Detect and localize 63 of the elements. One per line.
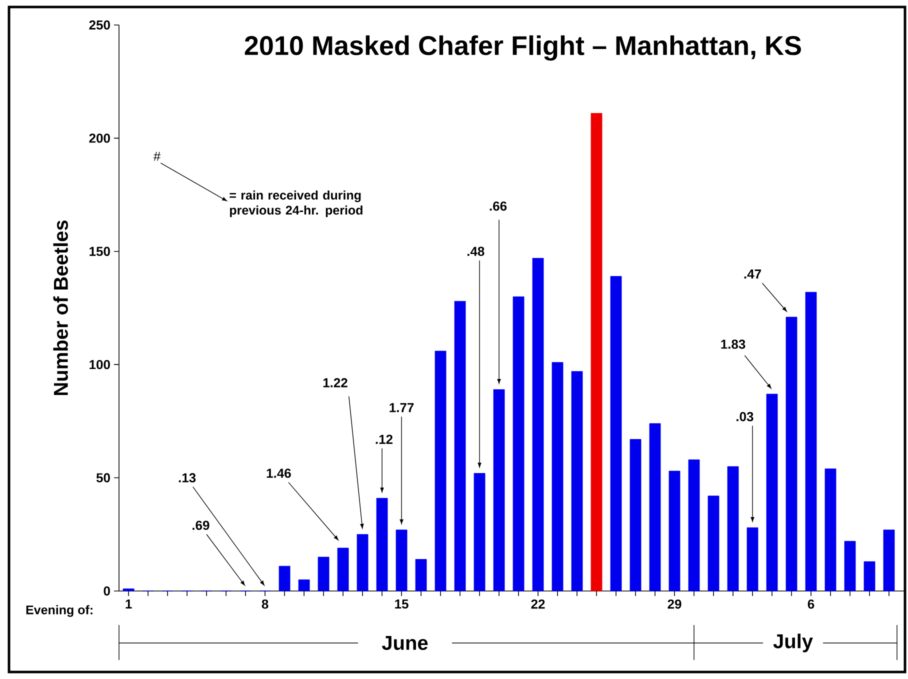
bar (630, 439, 642, 592)
annotation: 1.22 (323, 378, 348, 388)
x-tick-label: 6 (808, 600, 814, 609)
bar (493, 389, 505, 592)
bar (805, 292, 817, 592)
bar (590, 113, 602, 592)
y-tick-label: 150 (90, 246, 110, 256)
bar (708, 496, 720, 592)
y-axis-title: Number of Beetles (53, 220, 68, 395)
bar (512, 296, 524, 592)
annotation: = rain received during previous 24-hr. period (230, 190, 362, 218)
bar (532, 258, 544, 592)
bar (356, 534, 368, 592)
bar (571, 371, 583, 592)
bar (688, 459, 700, 592)
annotation: .48 (467, 246, 484, 256)
annotation: .13 (178, 473, 196, 482)
annotation: .12 (376, 434, 392, 444)
x-tick-label: 8 (262, 600, 268, 609)
x-tick-label: 1 (126, 600, 132, 608)
x-tick-label: 29 (668, 600, 682, 609)
y-tick-label: 100 (90, 360, 110, 370)
bar (746, 527, 758, 592)
annotation: .69 (192, 520, 210, 530)
text: June (382, 636, 428, 650)
y-tick-label: 200 (89, 134, 110, 143)
bar (649, 423, 661, 592)
annotation: 1.83 (721, 340, 746, 349)
bar (278, 566, 290, 592)
bar (883, 530, 895, 592)
bar (337, 548, 349, 592)
text: Evening of: (26, 605, 92, 617)
bar (434, 350, 446, 592)
x-tick-label: 22 (531, 600, 545, 609)
y-tick-label: 0 (104, 586, 110, 596)
chart-title: 2010 Masked Chafer Flight – Manhattan, KS (244, 35, 801, 61)
bar (474, 473, 486, 592)
bar (844, 540, 856, 592)
bar (610, 276, 622, 592)
bar (727, 466, 739, 592)
annotation: # (153, 152, 161, 161)
bar (552, 362, 564, 592)
annotation: .47 (744, 270, 761, 278)
bar (318, 556, 330, 592)
text: July (773, 634, 813, 652)
annotation: .03 (736, 412, 754, 422)
y-tick-label: 50 (96, 473, 110, 482)
bar (298, 579, 310, 592)
bar (668, 470, 680, 592)
bar (864, 561, 876, 592)
bar (766, 394, 778, 592)
bar (415, 559, 427, 592)
x-tick-label: 15 (395, 600, 408, 609)
bar (376, 498, 388, 592)
annotation: 1.77 (390, 403, 414, 412)
annotation: 1.46 (266, 468, 291, 478)
bar (454, 300, 466, 592)
bar (396, 530, 408, 592)
y-tick-label: 250 (89, 20, 110, 30)
bar (824, 468, 836, 592)
bar (786, 316, 798, 592)
annotation: .66 (490, 202, 507, 211)
bar (122, 588, 134, 592)
